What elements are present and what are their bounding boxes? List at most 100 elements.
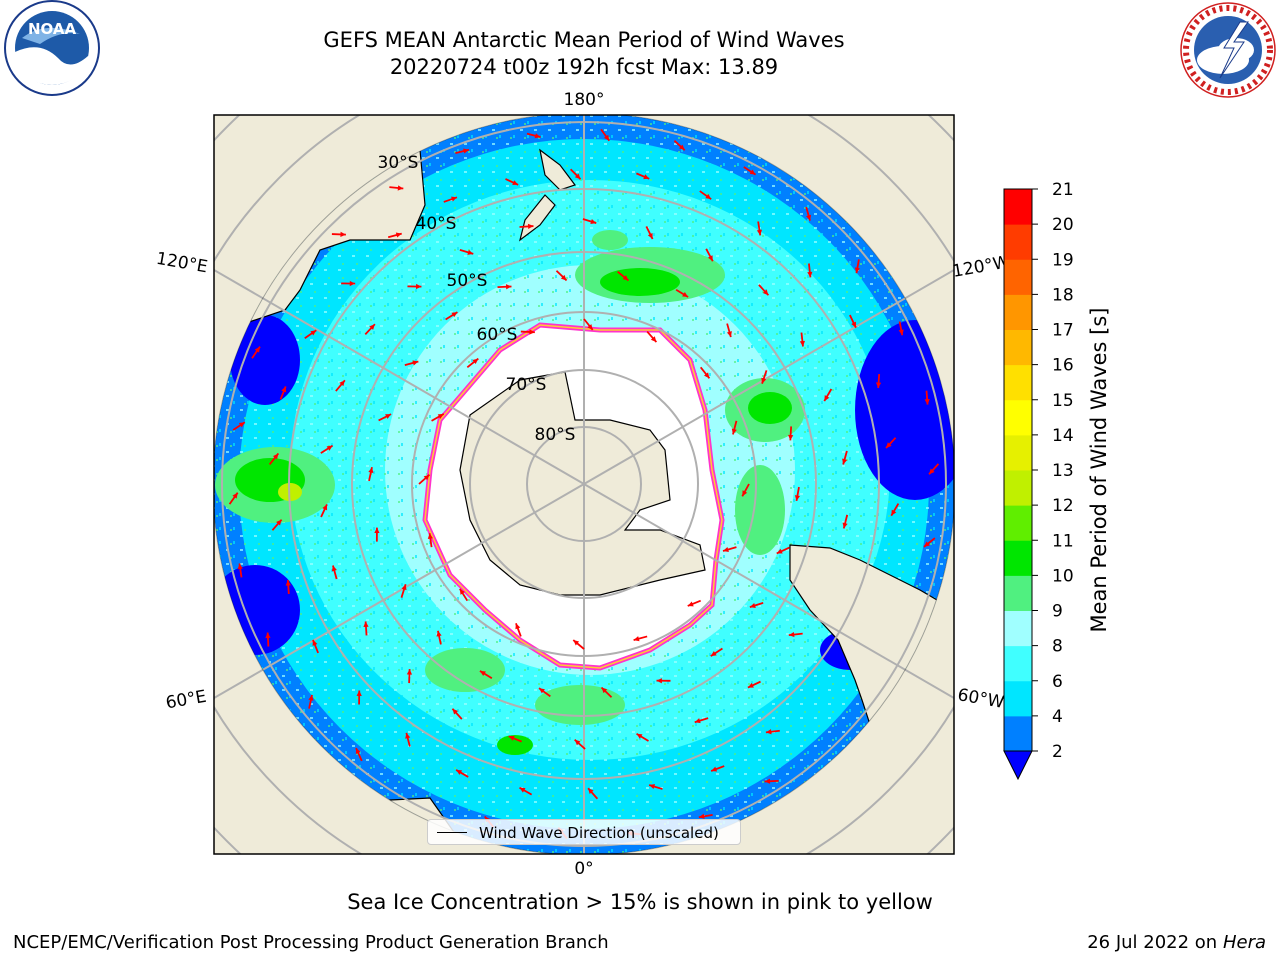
wave-direction-arrowhead <box>272 453 279 460</box>
wave-direction-arrowhead <box>722 547 729 553</box>
meridian-label-0: 0° <box>574 859 593 879</box>
wave-direction-arrowhead <box>356 690 362 696</box>
wave-direction-arrowhead <box>310 330 317 336</box>
wave-direction-arrowhead <box>505 284 512 290</box>
wave-direction-arrowhead <box>459 588 465 595</box>
wave-direction-arrowhead <box>412 360 419 366</box>
map-subtitle: 20220724 t00z 192h fcst Max: 13.89 <box>389 55 779 79</box>
wave-direction-arrowhead <box>656 678 662 684</box>
wave-direction-arrowhead <box>512 180 519 185</box>
colorbar-bin <box>1004 189 1032 225</box>
wave-direction-arrowhead <box>401 584 407 591</box>
wave-direction-arrowhead <box>726 331 732 338</box>
wave-direction-arrowhead <box>707 255 713 262</box>
colorbar-bin <box>1004 505 1032 541</box>
wave-direction-arrowhead <box>788 631 795 638</box>
wave-direction-arrowhead <box>395 232 402 238</box>
wave-direction-arrowhead <box>456 769 463 775</box>
wave-direction-arrowhead <box>515 623 521 630</box>
colorbar-bin <box>1004 540 1032 576</box>
parallel-label-40s: 40°S <box>416 214 457 234</box>
colorbar-tick-label: 9 <box>1052 602 1063 622</box>
parallel-label-50s: 50°S <box>447 271 488 291</box>
wave-direction-arrowhead <box>924 399 930 405</box>
wave-direction-arrowhead <box>647 232 653 239</box>
wave-direction-arrowhead <box>276 519 282 526</box>
wave-direction-arrowhead <box>385 414 392 419</box>
colorbar-bin <box>1004 434 1032 471</box>
colorbar-tick-label: 2 <box>1052 742 1063 762</box>
wave-direction-arrowhead <box>633 636 640 642</box>
wave-direction-arrowhead <box>467 249 474 255</box>
wave-direction-arrowhead <box>694 718 701 724</box>
wave-direction-arrowhead <box>762 289 769 296</box>
colorbar-under-arrow <box>1003 750 1033 781</box>
wave-direction-arrowhead <box>436 630 442 637</box>
colorbar-bin <box>1004 680 1032 717</box>
colorbar-bin <box>1004 294 1032 330</box>
colorbar-bin <box>1004 364 1032 401</box>
graticule <box>214 115 954 854</box>
nws-logo <box>1180 2 1276 98</box>
colorbar-tick-label: 6 <box>1052 672 1063 692</box>
wave-direction-arrowhead <box>588 788 594 795</box>
wave-direction-arrowhead <box>705 193 712 200</box>
colorbar-bin <box>1004 329 1032 366</box>
wave-direction-arrowhead <box>479 670 486 676</box>
wave-direction-arrowhead <box>406 669 413 675</box>
wave-direction-arrowhead <box>747 682 754 688</box>
wave-direction-arrowhead <box>529 329 535 335</box>
wave-direction-arrowhead <box>764 778 771 784</box>
meridian-label-180: 180° <box>564 90 605 110</box>
wave-direction-arrowhead <box>281 386 287 393</box>
meridian-label-60e: 60°E <box>164 687 208 714</box>
wave-direction-arrowhead <box>799 340 805 347</box>
colorbar-bin <box>1004 645 1032 682</box>
wave-direction-arrowhead <box>451 312 458 318</box>
new-zealand <box>519 148 576 242</box>
wave-direction-arrowhead <box>794 495 801 501</box>
colorbar-tick-label: 11 <box>1052 531 1074 551</box>
wave-direction-arrowhead <box>322 504 328 511</box>
parallel-label-70s: 70°S <box>506 375 547 395</box>
colorbar-tick-label: 19 <box>1052 250 1074 270</box>
footer-credit: NCEP/EMC/Verification Post Processing Pr… <box>13 932 609 953</box>
wave-direction-arrowhead <box>285 580 291 586</box>
wave-direction-arrowhead <box>643 174 650 180</box>
wave-direction-arrowhead <box>560 274 567 281</box>
wave-direction-arrowhead <box>452 708 458 715</box>
wave-direction-arrowhead <box>731 428 737 435</box>
wave-direction-arrowhead <box>622 275 629 281</box>
wave-direction-arrowhead <box>437 413 444 419</box>
colorbar-label: Mean Period of Wind Waves [s] <box>1087 308 1111 633</box>
legend-line-swatch <box>437 832 467 833</box>
wave-direction-arrowhead <box>749 603 756 608</box>
colorbar-tick-label: 17 <box>1052 321 1074 341</box>
footer-host: Hera <box>1222 932 1266 953</box>
colorbar-bin <box>1004 575 1032 611</box>
wave-direction-arrowhead <box>574 173 581 180</box>
colorbar-bin <box>1004 715 1032 752</box>
colorbar-bin <box>1004 224 1032 260</box>
wave-direction-arrowhead <box>405 732 411 739</box>
wave-direction-arrowhead <box>687 601 694 607</box>
noaa-logo-text: NOAA <box>28 20 77 38</box>
colorbar-tick-label: 20 <box>1052 215 1074 235</box>
wave-direction-arrowhead <box>232 492 238 499</box>
wave-direction-arrowhead <box>397 185 404 191</box>
wave-direction-arrowhead <box>929 468 935 475</box>
wave-direction-arrowhead <box>649 784 656 790</box>
wave-direction-arrowhead <box>711 766 718 772</box>
meridian-label-60w: 60°W <box>956 685 1006 713</box>
wave-direction-arrowhead <box>587 324 593 330</box>
colorbar-tick-label: 8 <box>1052 637 1063 657</box>
wave-direction-arrowhead <box>742 490 748 497</box>
wave-direction-arrowhead <box>898 329 904 336</box>
colorbar-tick-label: 12 <box>1052 496 1074 516</box>
footer-date: 26 Jul 2022 on Hera <box>1087 932 1266 953</box>
colorbar-tick-label: 10 <box>1052 566 1074 586</box>
wave-direction-arrowhead <box>349 280 356 287</box>
map-title: GEFS MEAN Antarctic Mean Period of Wind … <box>323 28 845 52</box>
wave-direction-arrowhead <box>682 291 689 297</box>
wave-direction-arrowhead <box>326 445 333 451</box>
